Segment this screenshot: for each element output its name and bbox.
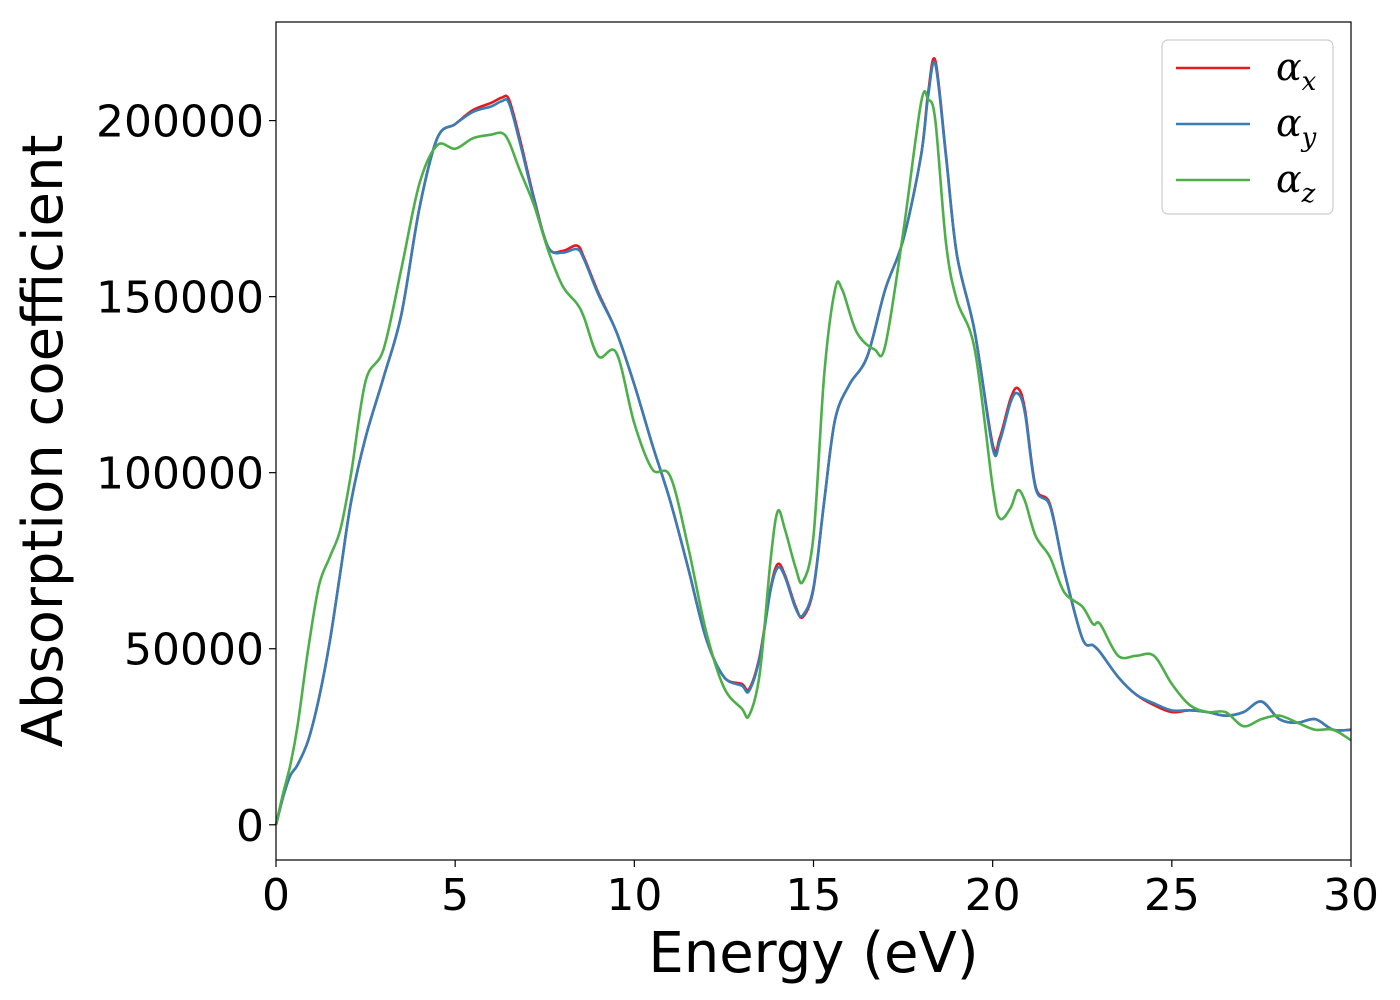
x-tick-label: 25 — [1144, 870, 1200, 921]
y-tick-label: 150000 — [96, 273, 264, 324]
legend-box — [1161, 39, 1334, 215]
x-tick-label: 15 — [786, 870, 842, 921]
x-tick-label: 20 — [965, 870, 1021, 921]
x-tick-label: 10 — [606, 870, 662, 921]
series-line-z — [274, 89, 1352, 826]
y-axis-ticks: 0 50000 100000 150000 200000 — [96, 97, 276, 852]
legend-label-y: αy — [1276, 101, 1317, 153]
y-axis-label: Absorption coefficient — [11, 135, 76, 748]
x-tick-label: 0 — [262, 870, 290, 921]
y-tick-label: 50000 — [124, 625, 264, 676]
x-axis-ticks: 0 5 10 15 20 25 30 — [262, 860, 1379, 921]
y-tick-label: 100000 — [96, 449, 264, 500]
x-axis-label: Energy (eV) — [648, 921, 978, 986]
x-tick-label: 30 — [1323, 870, 1379, 921]
legend-label-x: αx — [1276, 45, 1317, 97]
y-tick-label: 0 — [236, 801, 264, 852]
legend-label-z: αz — [1276, 157, 1316, 209]
x-tick-label: 5 — [441, 870, 469, 921]
series-layer — [274, 57, 1352, 826]
y-tick-label: 200000 — [96, 97, 264, 148]
